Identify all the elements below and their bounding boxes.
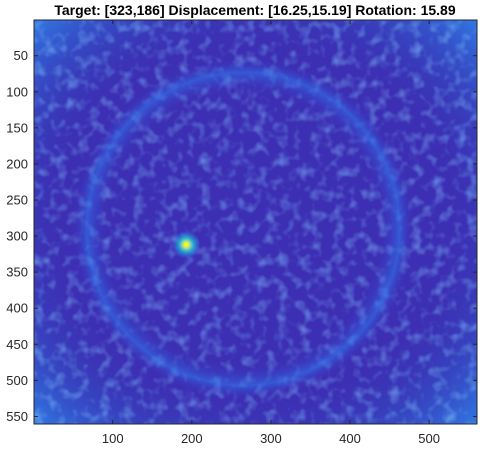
x-axis: 100 200 300 400 500 bbox=[102, 20, 440, 446]
x-tick-label: 200 bbox=[181, 431, 203, 446]
y-tick-label: 50 bbox=[14, 48, 28, 63]
axes-box bbox=[33, 19, 478, 425]
heatmap-image bbox=[34, 20, 477, 424]
y-axis: 50 100 150 200 250 300 350 400 450 500 550 bbox=[6, 48, 477, 424]
y-tick-label: 100 bbox=[6, 84, 28, 99]
x-tick-label: 100 bbox=[102, 431, 124, 446]
y-tick-label: 250 bbox=[6, 192, 28, 207]
x-tick-label: 400 bbox=[339, 431, 361, 446]
x-tick-label: 500 bbox=[418, 431, 440, 446]
y-tick-label: 450 bbox=[6, 337, 28, 352]
y-tick-label: 150 bbox=[6, 120, 28, 135]
heatmap-peak bbox=[184, 242, 189, 247]
y-tick-label: 550 bbox=[6, 409, 28, 424]
y-tick-label: 350 bbox=[6, 265, 28, 280]
chart-title: Target: [323,186] Displacement: [16.25,1… bbox=[54, 2, 455, 18]
heatmap-ring bbox=[73, 58, 414, 399]
y-tick-label: 200 bbox=[6, 156, 28, 171]
y-tick-label: 500 bbox=[6, 373, 28, 388]
y-tick-label: 400 bbox=[6, 301, 28, 316]
y-tick-label: 300 bbox=[6, 229, 28, 244]
x-tick-label: 300 bbox=[260, 431, 282, 446]
